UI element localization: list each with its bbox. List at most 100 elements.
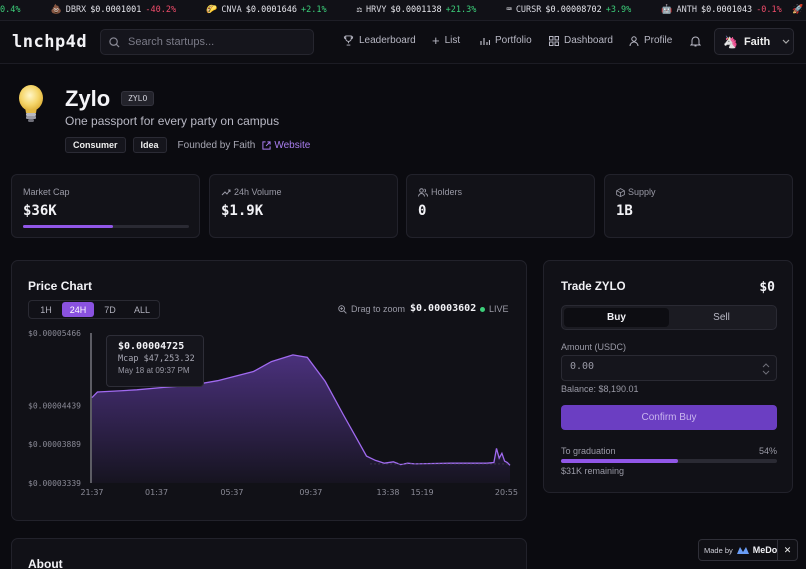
- made-by-badge[interactable]: Made by MeDo ✕: [698, 539, 798, 561]
- trade-balance: $0: [759, 280, 775, 295]
- stat-value: $1.9K: [221, 203, 264, 219]
- made-by-prefix: Made by: [704, 545, 733, 555]
- timeframe-7d[interactable]: 7D: [104, 304, 116, 315]
- ticker-change: -40.2%: [145, 5, 177, 15]
- ticker-symbol: CURSR: [515, 5, 542, 15]
- live-dot: [480, 306, 485, 312]
- stat-value: 1B: [616, 203, 633, 219]
- x-tick-label: 01:37: [145, 488, 168, 497]
- user-menu-button[interactable]: 🦄 Faith: [714, 28, 794, 55]
- zoom-hint: Drag to zoom: [338, 304, 405, 314]
- ticker-token-icon: ⌨: [506, 5, 512, 15]
- timeframe-1h[interactable]: 1H: [40, 304, 52, 315]
- nav-profile-label: Profile: [644, 35, 673, 46]
- website-link[interactable]: Website: [262, 140, 310, 151]
- search-box[interactable]: [100, 29, 314, 55]
- founded-by: Founded by Faith: [177, 139, 256, 151]
- x-tick-label: 05:37: [220, 488, 243, 497]
- ticker-change: +2.1%: [300, 5, 327, 15]
- nav-portfolio-label: Portfolio: [495, 35, 532, 46]
- token-ticker-badge: ZYLO: [121, 91, 155, 106]
- stat-supply: Supply 1B: [604, 174, 793, 238]
- timeframe-24h[interactable]: 24H: [62, 302, 94, 317]
- plus-icon: +: [432, 32, 440, 48]
- stat-volume: 24h Volume $1.9K: [209, 174, 398, 238]
- ticker-symbol: DBRX: [65, 5, 87, 15]
- tooltip-mcap: Mcap $47,253.32: [118, 354, 195, 364]
- nav-leaderboard-label: Leaderboard: [359, 35, 416, 46]
- chart-title: Price Chart: [28, 279, 93, 293]
- ticker-token-icon: 🌮: [206, 5, 218, 15]
- chevron-down-icon: [782, 39, 790, 44]
- trade-title: Trade ZYLO: [561, 281, 626, 293]
- amount-label: Amount (USDC): [561, 342, 627, 352]
- token-tagline: One passport for every party on campus: [65, 114, 280, 128]
- confirm-buy-button[interactable]: Confirm Buy: [561, 405, 777, 430]
- user-name: Faith: [743, 35, 771, 48]
- timeframe-all[interactable]: ALL: [133, 304, 150, 315]
- graduation-row: To graduation 54%: [561, 446, 777, 456]
- tab-buy[interactable]: Buy: [564, 308, 669, 327]
- y-tick-label: $0.00003889: [28, 440, 81, 449]
- ticker-item[interactable]: 🌮 CNVA $0.0001646 +2.1%: [206, 5, 326, 15]
- ticker-item[interactable]: ⌨ CURSR $0.00008702 +3.9%: [506, 5, 631, 15]
- nav-profile[interactable]: Profile: [629, 35, 672, 46]
- cube-icon: [616, 187, 625, 197]
- x-tick-label: 21:37: [80, 488, 103, 497]
- ticker-item[interactable]: 🤖 ANTH $0.0001043 -0.1%: [661, 5, 781, 15]
- ticker-item[interactable]: 🚀: [792, 5, 803, 15]
- ticker-item[interactable]: 💩 DBRX $0.0001001 -40.2%: [50, 5, 176, 15]
- ticker-item[interactable]: 0.4%: [0, 5, 20, 15]
- ticker-symbol: ANTH: [676, 5, 697, 15]
- ticker-change: 0.4%: [0, 5, 21, 15]
- x-tick-label: 20:55: [495, 488, 518, 497]
- ticker-item[interactable]: ⚖ HRVY $0.0001138 +21.3%: [357, 5, 477, 15]
- stat-market-cap: Market Cap $36K: [11, 174, 200, 238]
- bar-chart-icon: [480, 37, 490, 45]
- stat-label-row: 24h Volume: [221, 187, 282, 197]
- y-tick-label: $0.00003339: [28, 479, 81, 488]
- ticker-change: +21.3%: [445, 5, 477, 15]
- ticker-change: +3.9%: [605, 5, 632, 15]
- tooltip-price: $0.00004725: [118, 341, 185, 352]
- amount-stepper-icon[interactable]: [762, 362, 770, 376]
- token-tags: Consumer Idea Founded by Faith Website: [65, 137, 310, 153]
- nav-list[interactable]: + List: [432, 32, 460, 48]
- wallet-balance: Balance: $8,190.01: [561, 384, 639, 394]
- made-by-brand: MeDo: [752, 545, 778, 555]
- amount-input[interactable]: [570, 361, 750, 372]
- trade-card: Trade ZYLO $0 Buy Sell Amount (USDC) Bal…: [543, 260, 793, 493]
- zoom-hint-label: Drag to zoom: [351, 304, 406, 314]
- y-tick-label: $0.00005466: [28, 329, 81, 338]
- bell-icon[interactable]: [690, 35, 701, 47]
- search-input[interactable]: [128, 36, 298, 48]
- token-name: Zylo: [65, 86, 111, 111]
- medo-logo-icon: [736, 547, 749, 554]
- x-tick-label: 09:37: [299, 488, 322, 497]
- x-tick-label: 15:19: [411, 488, 434, 497]
- ticker-price: $0.0001043: [701, 5, 753, 15]
- category-tag[interactable]: Consumer: [65, 137, 126, 153]
- ticker-change: -0.1%: [756, 5, 782, 15]
- ticker-price: $0.0001001: [90, 5, 142, 15]
- stat-label-row: Holders: [418, 187, 462, 197]
- ticker-symbol: CNVA: [221, 5, 242, 15]
- graduation-remaining: $31K remaining: [561, 466, 625, 476]
- nav-portfolio[interactable]: Portfolio: [480, 35, 532, 46]
- close-badge-button[interactable]: ✕: [777, 540, 797, 560]
- nav-dashboard[interactable]: Dashboard: [549, 35, 613, 46]
- nav-leaderboard[interactable]: Leaderboard: [343, 35, 416, 46]
- logo[interactable]: lnchp4d: [12, 32, 88, 52]
- users-icon: [418, 187, 428, 197]
- search-icon: [109, 36, 120, 48]
- stage-tag[interactable]: Idea: [132, 137, 167, 153]
- trophy-icon: [343, 35, 354, 46]
- y-tick-label: $0.00004439: [28, 401, 81, 410]
- trend-up-icon: [221, 189, 231, 196]
- price-chart-plot[interactable]: $0.00005466 $0.00004439 $0.00003889 $0.0000…: [12, 323, 528, 513]
- tab-sell[interactable]: Sell: [713, 312, 730, 323]
- stat-label: Market Cap: [23, 187, 70, 197]
- amount-field[interactable]: [561, 355, 777, 381]
- user-icon: [629, 35, 639, 46]
- price-ticker: 0.4% 💩 DBRX $0.0001001 -40.2% 🌮 CNVA $0.0001646…: [0, 0, 806, 21]
